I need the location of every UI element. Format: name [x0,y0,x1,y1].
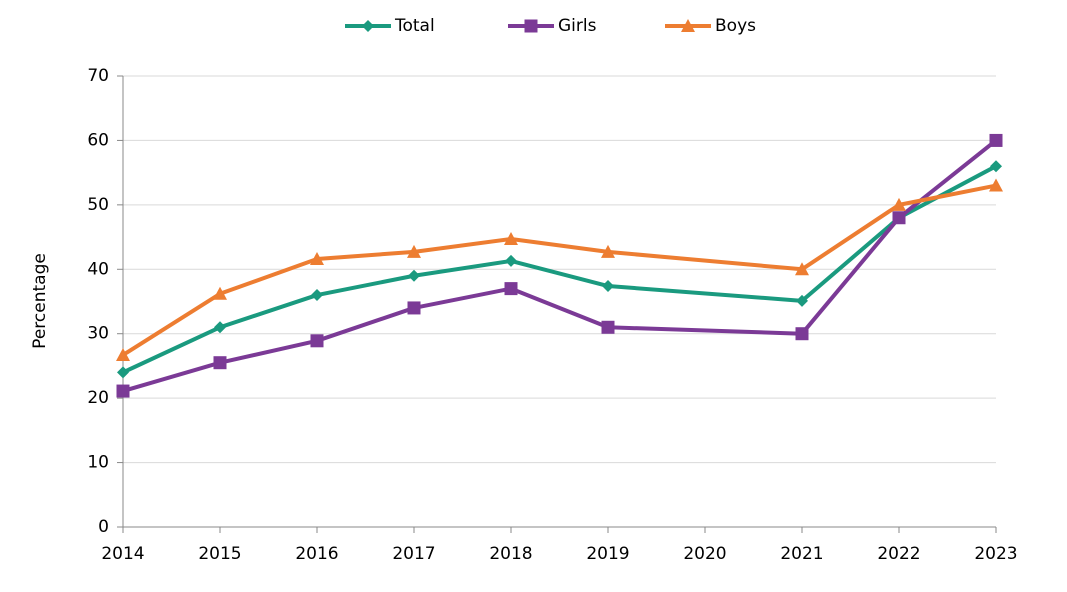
marker [601,244,615,258]
x-tick-label: 2022 [877,544,920,564]
marker [892,197,906,211]
y-tick-label: 10 [87,453,109,473]
marker [407,301,421,315]
legend-label: Total [394,16,435,36]
x-tick-label: 2020 [683,544,726,564]
marker [310,334,324,348]
marker [311,289,323,302]
x-tick-label: 2017 [392,544,435,564]
series-line [122,138,998,393]
y-tick-label: 70 [87,66,109,86]
y-tick-label: 50 [87,195,109,215]
y-tick-label: 0 [98,517,109,537]
marker [795,327,809,341]
marker [213,356,227,370]
marker [117,366,129,379]
marker [504,232,518,246]
marker [213,286,227,300]
marker [989,133,1003,147]
marker [116,384,130,398]
x-tick-label: 2023 [974,544,1017,564]
legend-label: Boys [715,16,756,36]
y-tick-label: 20 [87,388,109,408]
marker [524,19,538,33]
marker [601,320,615,334]
x-tick-label: 2014 [101,544,144,564]
marker [681,19,695,32]
marker [892,211,906,225]
marker [795,262,809,276]
series-line [121,183,997,357]
marker [116,347,130,361]
legend-label: Girls [558,16,597,36]
y-axis-label: Percentage [30,253,50,349]
x-tick-label: 2021 [780,544,823,564]
marker [796,294,808,307]
x-tick-label: 2018 [489,544,532,564]
marker [310,251,324,265]
marker [505,254,517,267]
marker [408,269,420,282]
marker [214,321,226,334]
marker [602,280,614,293]
marker [989,178,1003,192]
y-tick-label: 30 [87,324,109,344]
y-tick-label: 60 [87,130,109,150]
x-tick-label: 2015 [198,544,241,564]
marker [990,160,1002,173]
marker [504,282,518,296]
marker [362,20,374,32]
x-tick-label: 2016 [295,544,338,564]
x-tick-label: 2019 [586,544,629,564]
y-tick-label: 40 [87,259,109,279]
marker [407,244,421,258]
